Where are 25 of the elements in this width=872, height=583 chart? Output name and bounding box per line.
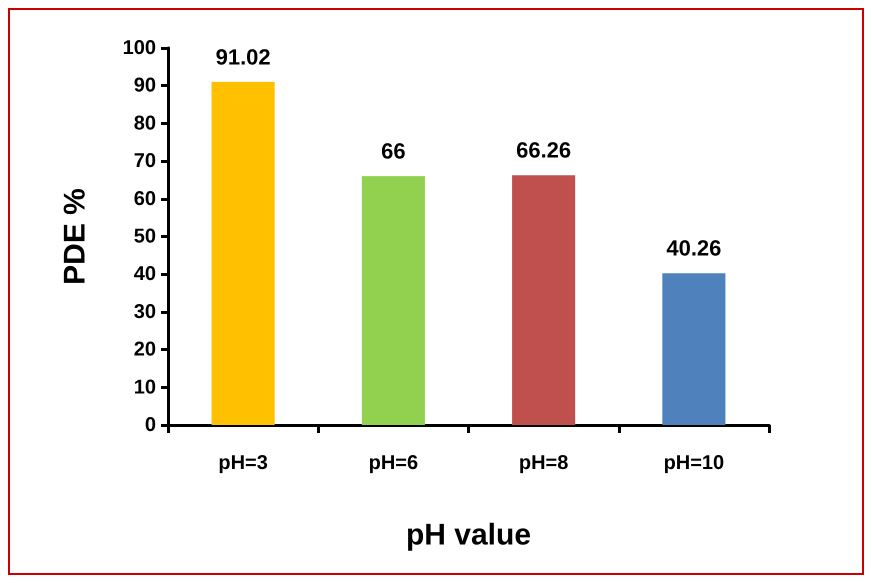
y-tick-label: 70 (134, 150, 156, 172)
bar (212, 82, 275, 425)
y-axis-title: PDE % (58, 188, 92, 285)
data-label: 66 (381, 138, 406, 164)
y-tick-label: 10 (134, 376, 156, 398)
x-tick-label: pH=10 (664, 452, 724, 474)
y-tick-label: 60 (134, 188, 156, 210)
bar (512, 175, 576, 425)
bar (362, 176, 425, 425)
x-axis-title: pH value (406, 518, 532, 552)
data-label: 40.26 (666, 236, 722, 261)
x-tick-label: pH=6 (368, 452, 418, 474)
y-tick-label: 0 (144, 414, 156, 436)
x-tick-label: pH=3 (218, 452, 268, 474)
y-tick-label: 100 (122, 37, 156, 59)
y-tick-label: 90 (134, 74, 156, 97)
data-label: 91.02 (216, 44, 271, 70)
data-label: 66.26 (516, 138, 572, 163)
y-tick-label: 50 (134, 226, 156, 248)
y-tick-label: 40 (134, 263, 156, 286)
bar (662, 273, 726, 425)
y-tick-label: 80 (134, 112, 156, 134)
y-tick-label: 30 (134, 300, 156, 323)
y-tick-label: 20 (134, 338, 156, 361)
x-tick-label: pH=8 (518, 452, 568, 474)
